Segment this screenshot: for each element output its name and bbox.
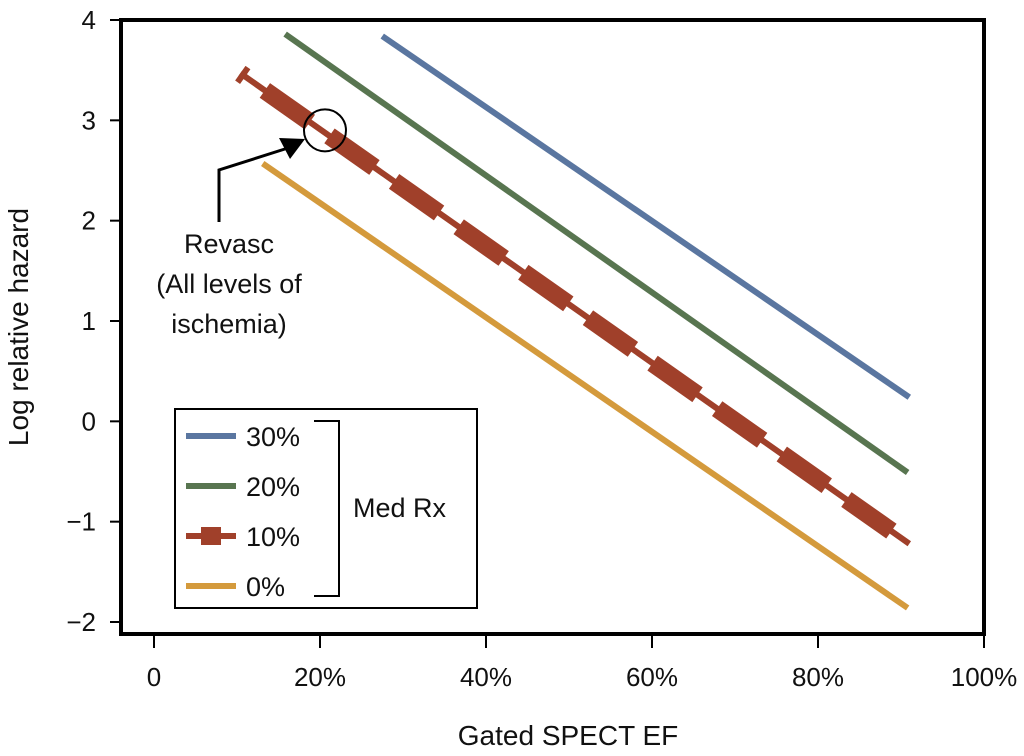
legend-entry: 10% [186,522,300,552]
legend: 30% 20% 10% 0% Med Rx [174,408,478,609]
legend-swatch-marker [201,527,221,545]
series-line-10pct-dashes [235,65,915,552]
legend-label: 20% [246,472,300,502]
plot-frame [119,18,986,636]
legend-group-label: Med Rx [353,493,447,523]
y-axis-title: Log relative hazard [3,208,34,446]
legend-label: 10% [246,522,300,552]
legend-entry: 0% [186,572,285,602]
legend-entry: 30% [186,422,300,452]
series-line-0pct [261,161,910,611]
y-tick-label: 0 [82,406,96,436]
legend-entry: 20% [186,472,300,502]
x-tick-label: 100% [951,662,1018,692]
revasc-annotation: Revasc (All levels of ischemia) [156,108,347,339]
annotation-line-1: Revasc [184,229,274,259]
x-tick-label: 40% [460,662,512,692]
y-axis: 4 3 2 1 0 −1 −2 [66,5,121,637]
legend-bracket [314,420,340,597]
x-tick-label: 60% [626,662,678,692]
x-tick-label: 0 [147,662,161,692]
series-line-20pct [283,31,910,475]
legend-label: 30% [246,422,300,452]
annotation-line-2: (All levels of [156,269,302,299]
legend-label: 0% [246,572,285,602]
y-tick-label: −2 [66,607,96,637]
annotation-arrow-line [217,146,289,222]
x-axis: 0 20% 40% 60% 80% 100% [147,634,1017,692]
y-tick-label: 1 [82,306,96,336]
y-tick-label: 3 [82,105,96,135]
y-tick-label: 2 [82,206,96,236]
y-tick-label: 4 [82,5,96,35]
series-line-30pct [380,33,911,400]
annotation-line-3: ischemia) [171,309,287,339]
x-axis-title: Gated SPECT EF [458,720,678,751]
legend-box [174,408,478,609]
x-tick-label: 20% [294,662,346,692]
annotation-arrowhead [279,138,305,159]
y-tick-label: −1 [66,507,96,537]
x-tick-label: 80% [792,662,844,692]
series-layer [235,31,915,611]
annotation-circle [302,108,347,153]
